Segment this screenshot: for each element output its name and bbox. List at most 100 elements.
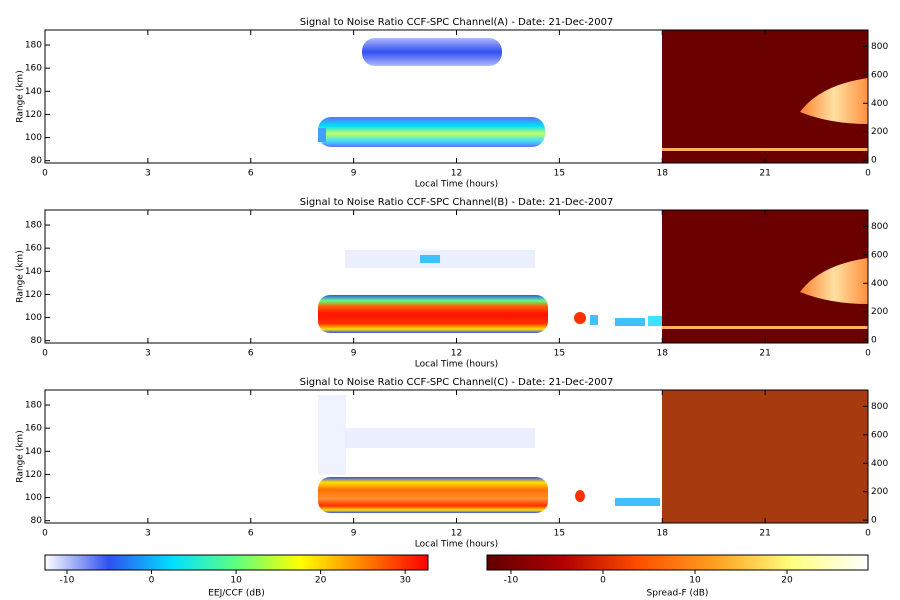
echo: [648, 316, 662, 326]
echo: [575, 490, 585, 502]
y-tick-label: 140: [25, 87, 42, 97]
y2-tick-label: 0: [871, 156, 877, 166]
x-tick-label: 3: [145, 169, 151, 179]
spread-f-plume: [800, 78, 868, 124]
echo: [318, 128, 326, 142]
colorbar-tick-label: 10: [689, 576, 701, 586]
y2-tick-label: 200: [871, 127, 888, 137]
y2-tick-label: 0: [871, 516, 877, 526]
x-tick-label: 3: [145, 529, 151, 539]
x-tick-label: 21: [759, 169, 770, 179]
echo: [318, 295, 548, 333]
colorbar-tick-label: -10: [504, 576, 519, 586]
x-tick-label: 6: [248, 349, 254, 359]
x-tick-label: 21: [759, 349, 770, 359]
echo: [590, 315, 598, 325]
x-tick-label: 12: [451, 349, 462, 359]
x-tick-label: 9: [351, 169, 357, 179]
y2-tick-label: 0: [871, 336, 877, 346]
chart-title: Signal to Noise Ratio CCF-SPC Channel(B)…: [300, 197, 614, 208]
y-tick-label: 80: [31, 156, 43, 166]
x-tick-label: 12: [451, 529, 462, 539]
y-tick-label: 80: [31, 516, 43, 526]
x-tick-label: 15: [554, 349, 565, 359]
y2-tick-label: 200: [871, 487, 888, 497]
x-tick-label: 0: [42, 169, 48, 179]
y-tick-label: 120: [25, 470, 42, 480]
colorbar-tick-label: 0: [600, 576, 606, 586]
y2-tick-label: 400: [871, 459, 888, 469]
x-tick-label: 12: [451, 169, 462, 179]
x-axis-label: Local Time (hours): [415, 540, 498, 550]
x-tick-label: 0: [42, 349, 48, 359]
y2-tick-label: 600: [871, 70, 888, 80]
y-tick-label: 140: [25, 267, 42, 277]
x-tick-label: 18: [657, 169, 669, 179]
x-tick-label: 3: [145, 349, 151, 359]
y-tick-label: 120: [25, 290, 42, 300]
y2-tick-label: 600: [871, 430, 888, 440]
y-axis-label: Range (km): [16, 430, 26, 482]
echo: [362, 38, 502, 66]
x-tick-label: 15: [554, 529, 565, 539]
x-axis-label: Local Time (hours): [415, 360, 498, 370]
colorbar-label: EEJ/CCF (dB): [208, 589, 265, 599]
y-tick-label: 120: [25, 110, 42, 120]
colorbar-tick-label: 30: [399, 576, 411, 586]
x-tick-label: 6: [248, 529, 254, 539]
y-tick-label: 160: [25, 424, 42, 434]
x-tick-label: 18: [657, 529, 669, 539]
y-tick-label: 100: [25, 133, 42, 143]
y2-tick-label: 800: [871, 402, 888, 412]
y-axis-label: Range (km): [16, 250, 26, 302]
spread-f-region: [662, 390, 868, 523]
x-tick-label: 9: [351, 529, 357, 539]
echo: [318, 395, 346, 475]
chart-title: Signal to Noise Ratio CCF-SPC Channel(A)…: [300, 17, 614, 28]
x-axis-label: Local Time (hours): [415, 180, 498, 190]
echo: [615, 498, 660, 506]
colorbar-tick-label: 0: [149, 576, 155, 586]
y2-tick-label: 400: [871, 99, 888, 109]
echo-layer: [318, 30, 868, 523]
colorbar-tick-label: 10: [230, 576, 242, 586]
x-tick-label: 0: [865, 169, 871, 179]
x-tick-label: 15: [554, 169, 565, 179]
y-tick-label: 160: [25, 64, 42, 74]
axes-layer: Signal to Noise Ratio CCF-SPC Channel(A)…: [16, 17, 889, 599]
spread-f-layer: [662, 148, 868, 151]
echo: [318, 477, 548, 513]
spread-f-plume: [800, 258, 868, 304]
colorbar-tick-label: 20: [315, 576, 327, 586]
y2-tick-label: 800: [871, 222, 888, 232]
y-tick-label: 160: [25, 244, 42, 254]
echo: [345, 428, 535, 448]
y-tick-label: 100: [25, 313, 42, 323]
echo: [318, 117, 545, 147]
colorbar-tick-label: 20: [781, 576, 793, 586]
y-tick-label: 180: [25, 41, 42, 51]
x-tick-label: 0: [42, 529, 48, 539]
colorbar-tick-label: -10: [60, 576, 75, 586]
colorbar: [486, 554, 869, 571]
x-tick-label: 18: [657, 349, 669, 359]
y-tick-label: 80: [31, 336, 43, 346]
y-tick-label: 100: [25, 493, 42, 503]
echo: [420, 255, 440, 263]
y2-tick-label: 200: [871, 307, 888, 317]
x-tick-label: 6: [248, 169, 254, 179]
y-axis-label: Range (km): [16, 70, 26, 122]
echo: [574, 312, 586, 324]
y2-tick-label: 800: [871, 42, 888, 52]
x-tick-label: 21: [759, 529, 770, 539]
colorbar-label: Spread-F (dB): [647, 589, 709, 599]
chart-title: Signal to Noise Ratio CCF-SPC Channel(C)…: [300, 377, 614, 388]
y2-tick-label: 600: [871, 250, 888, 260]
x-tick-label: 0: [865, 349, 871, 359]
echo: [615, 318, 645, 326]
x-tick-label: 9: [351, 349, 357, 359]
x-tick-label: 0: [865, 529, 871, 539]
y-tick-label: 180: [25, 401, 42, 411]
y-tick-label: 140: [25, 447, 42, 457]
